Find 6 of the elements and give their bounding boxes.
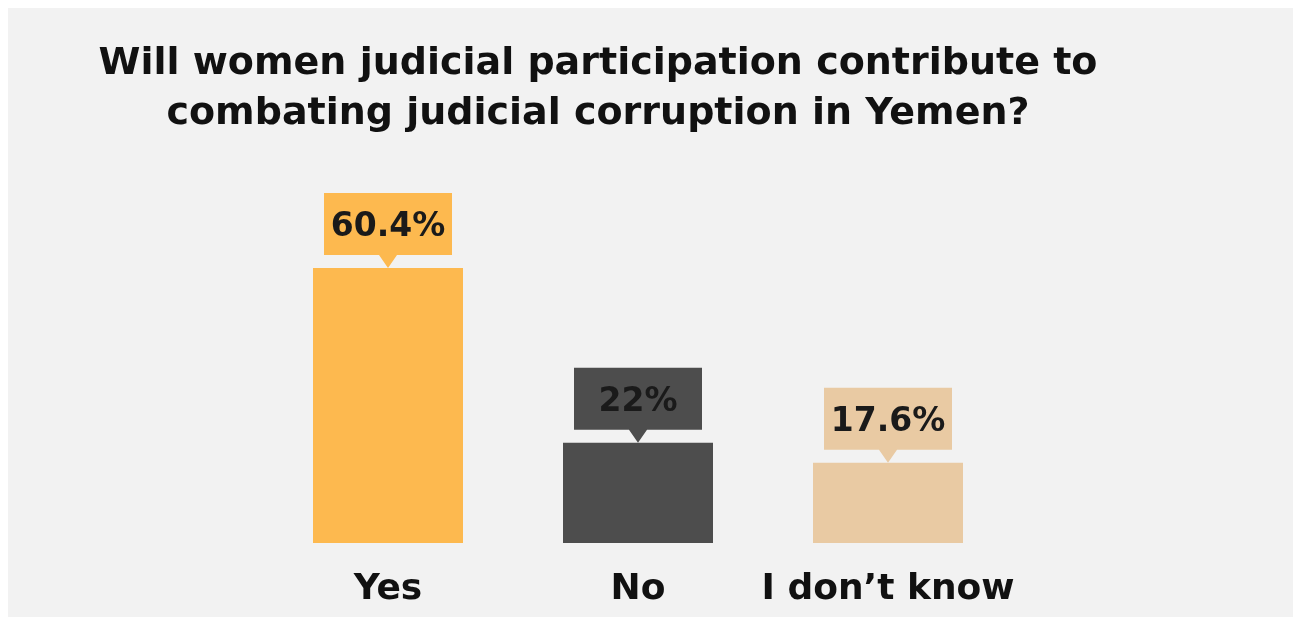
x-tick-label: No xyxy=(610,565,666,607)
x-tick-label: I don’t know xyxy=(761,565,1015,607)
data-label: 60.4% xyxy=(330,205,446,244)
chart-title: Will women judicial participation contribute to combating judicial corruption in Yemen? xyxy=(97,38,1099,135)
x-tick-label: Yes xyxy=(352,565,423,607)
data-label: 17.6% xyxy=(830,399,946,439)
